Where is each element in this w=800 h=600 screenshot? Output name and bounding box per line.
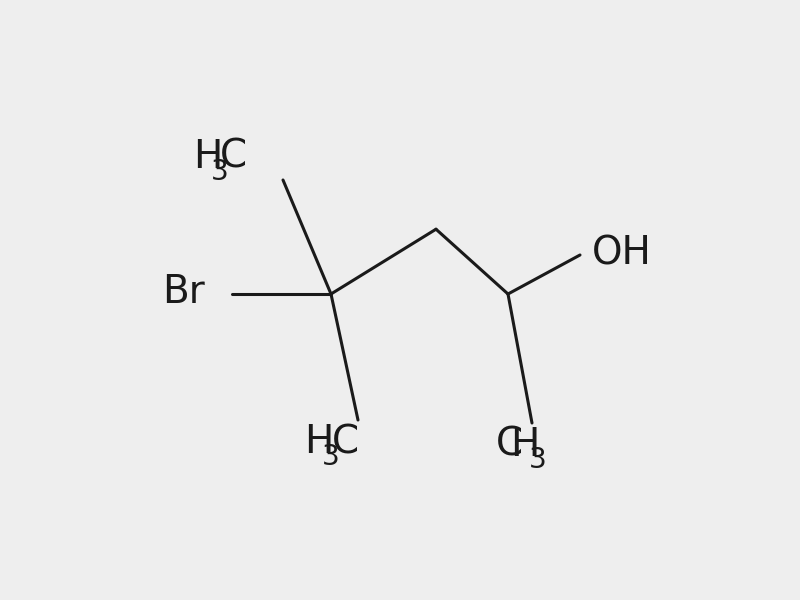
Text: C: C bbox=[496, 426, 523, 464]
Text: H: H bbox=[510, 426, 539, 464]
Text: H: H bbox=[193, 138, 222, 176]
Text: 3: 3 bbox=[528, 446, 546, 474]
Text: 3: 3 bbox=[210, 158, 228, 186]
Text: H: H bbox=[304, 423, 334, 461]
Text: C: C bbox=[332, 423, 359, 461]
Text: Br: Br bbox=[162, 273, 205, 311]
Text: C: C bbox=[220, 138, 247, 176]
Text: 3: 3 bbox=[322, 443, 340, 471]
Text: OH: OH bbox=[592, 234, 652, 272]
